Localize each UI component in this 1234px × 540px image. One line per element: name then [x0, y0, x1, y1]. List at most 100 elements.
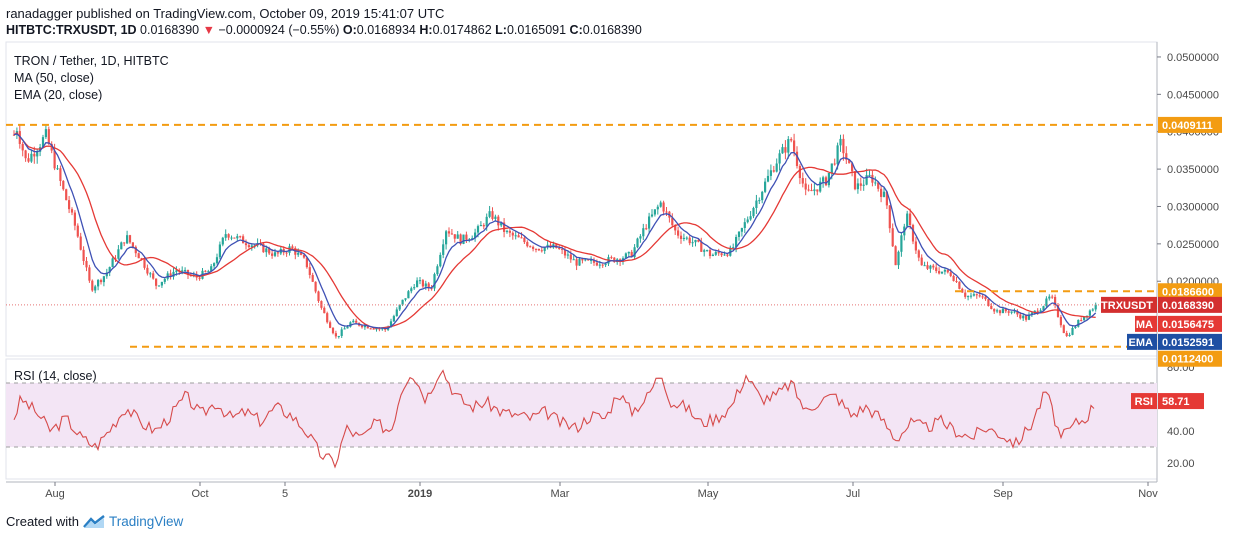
- candle-body: [659, 202, 662, 207]
- candle-body: [242, 236, 245, 244]
- candle-body: [723, 254, 726, 256]
- candle-body: [848, 159, 851, 164]
- candle-body: [128, 235, 132, 243]
- candle-body: [526, 242, 529, 247]
- candle-body: [271, 253, 274, 256]
- candle-body: [816, 189, 819, 192]
- candle-body: [224, 234, 227, 238]
- candle-body: [462, 234, 465, 244]
- candle-body: [584, 259, 587, 261]
- candle-body: [453, 234, 456, 239]
- candle-body: [416, 280, 419, 288]
- candle-body: [297, 252, 300, 255]
- candle-body: [305, 257, 308, 268]
- candle-body: [24, 150, 27, 159]
- candle-body: [1080, 319, 1083, 321]
- candle-body: [215, 257, 219, 264]
- candle-body: [697, 239, 700, 242]
- level-label-bg: [1158, 116, 1222, 133]
- candle-body: [79, 236, 82, 250]
- candle-body: [479, 225, 482, 227]
- candle-body: [787, 139, 790, 153]
- candle-body: [300, 252, 303, 255]
- open-label: O:: [342, 23, 357, 37]
- rsi-band: [6, 383, 1157, 447]
- candle-body: [775, 163, 778, 172]
- candle-body: [732, 247, 735, 249]
- candle-body: [302, 254, 306, 258]
- candle-body: [172, 271, 175, 277]
- candle-body: [940, 271, 944, 274]
- candle-body: [233, 237, 236, 239]
- candle-body: [398, 304, 401, 310]
- candle-body: [198, 277, 201, 279]
- candle-body: [334, 333, 337, 337]
- candle-body: [691, 242, 694, 244]
- candle-body: [969, 295, 973, 297]
- ma-tag: MA: [1136, 319, 1153, 331]
- candle-body: [645, 228, 648, 230]
- candle-body: [1094, 304, 1097, 310]
- low-label: L:: [495, 23, 507, 37]
- candle-body: [1042, 306, 1045, 311]
- candle-body: [123, 242, 126, 244]
- candle-body: [181, 270, 184, 272]
- candle-body: [598, 264, 601, 266]
- close-label: C:: [569, 23, 583, 37]
- candle-body: [706, 250, 709, 252]
- rsi-tag-bg: [1131, 393, 1157, 410]
- time-tick-label: Oct: [191, 488, 208, 500]
- candle-body: [877, 182, 880, 189]
- candle-body: [1074, 326, 1077, 328]
- candle-body: [250, 245, 253, 248]
- candle-body: [932, 265, 935, 268]
- candle-body: [465, 234, 468, 240]
- candle-body: [972, 294, 975, 296]
- candle-body: [964, 292, 967, 297]
- candle-body: [949, 272, 952, 276]
- candle-body: [152, 273, 155, 279]
- candle-body: [650, 214, 654, 217]
- candle-body: [990, 305, 993, 309]
- candle-body: [268, 248, 271, 254]
- candle-body: [442, 244, 445, 255]
- candle-body: [906, 213, 909, 227]
- candle-body: [424, 283, 427, 287]
- candle-body: [41, 137, 45, 148]
- candle-body: [758, 200, 761, 202]
- ohlc-line: HITBTC:TRXUSDT, 1D 0.0168390 ▼ −0.000092…: [6, 23, 642, 37]
- time-tick-label: Mar: [551, 488, 570, 500]
- candle-body: [514, 235, 517, 237]
- candle-body: [679, 235, 683, 239]
- candle-body: [822, 177, 825, 182]
- candle-body: [56, 168, 59, 170]
- candle-body: [494, 216, 497, 219]
- candle-body: [308, 267, 311, 275]
- candle-body: [265, 248, 268, 253]
- candle-body: [410, 288, 413, 292]
- candle-body: [53, 150, 56, 169]
- candle-body: [613, 257, 616, 263]
- candle-body: [511, 232, 514, 236]
- candle-body: [337, 335, 340, 337]
- rsi-tag: RSI: [1135, 396, 1153, 408]
- candle-body: [998, 310, 1002, 314]
- candle-body: [369, 328, 372, 330]
- candle-body: [76, 225, 79, 237]
- candle-body: [851, 163, 854, 172]
- candle-body: [207, 271, 210, 273]
- candle-body: [717, 252, 720, 254]
- candle-body: [688, 237, 691, 244]
- candle-body: [961, 288, 964, 293]
- tradingview-brand[interactable]: TradingView: [108, 514, 184, 529]
- candle-body: [476, 226, 480, 233]
- candle-body: [540, 250, 543, 252]
- open-value: 0.0168934: [356, 23, 416, 37]
- ema-20-line: [13, 133, 1097, 330]
- candle-body: [230, 237, 233, 239]
- candle-body: [331, 327, 335, 334]
- candle-body: [236, 236, 239, 239]
- ma-50-line: [13, 132, 1096, 329]
- ema-value-label-bg: [1158, 333, 1222, 350]
